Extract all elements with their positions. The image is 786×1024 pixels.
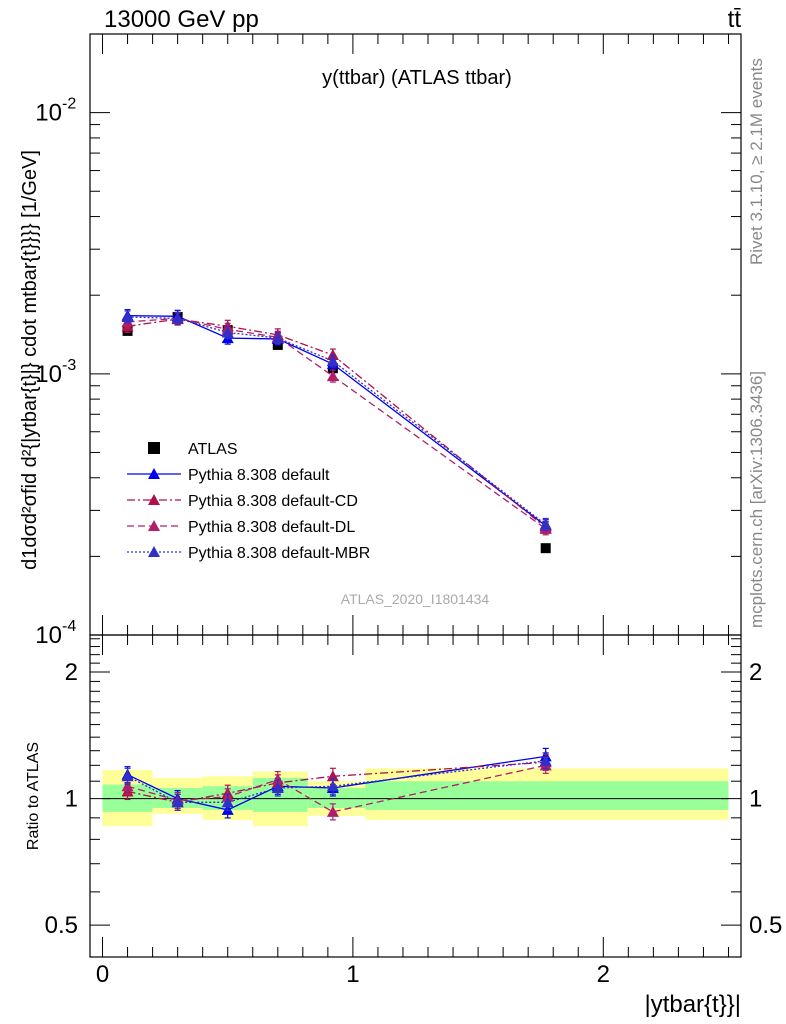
bottom-frame — [89, 634, 742, 958]
top-ytick-exp-1: -3 — [62, 357, 76, 374]
ratio-panel-series — [121, 747, 552, 821]
point-mbr-2 — [221, 326, 234, 338]
legend-marker-mbr — [148, 546, 160, 557]
ratio-line-mbr — [127, 760, 546, 803]
legend-marker-atlas — [148, 442, 160, 454]
xtick-label-2: 2 — [597, 961, 610, 988]
line-dl — [127, 317, 547, 530]
x-axis-label: |ytbar{t}}| — [644, 991, 741, 1018]
mcplots-label: mcplots.cern.ch [arXiv:1306.3436] — [747, 371, 766, 628]
point-mbr-3 — [271, 332, 284, 344]
ratio-point-dl-3 — [271, 773, 284, 785]
bot-ytick-label-l-0: 0.5 — [45, 912, 78, 939]
ratio-point-dl-0 — [121, 780, 134, 792]
line-cd — [127, 318, 547, 528]
legend-label-default: Pythia 8.308 default — [188, 467, 330, 484]
point-mbr-4 — [326, 354, 339, 366]
point-atlas-5 — [540, 543, 551, 554]
energy-label: 13000 GeV pp — [104, 6, 259, 33]
ratio-line-cd — [127, 761, 546, 803]
legend: ATLAS Pythia 8.308 default Pythia 8.308 de… — [127, 441, 370, 562]
band-inner-4 — [307, 787, 366, 808]
plot-title: y(ttbar) (ATLAS ttbar) — [322, 67, 512, 89]
legend-label-dl: Pythia 8.308 default-DL — [188, 519, 355, 536]
ratio-point-mbr-3 — [271, 781, 284, 793]
line-default — [127, 314, 547, 527]
ratio-line-dl — [127, 764, 546, 813]
legend-label-cd: Pythia 8.308 default-CD — [188, 493, 358, 510]
axes — [89, 33, 742, 958]
ratio-point-dl-4 — [326, 805, 339, 817]
bot-ytick-label-l-1: 1 — [65, 786, 78, 813]
ratio-line-default — [127, 755, 546, 811]
top-ytick-exp-0: -2 — [62, 96, 76, 113]
process-label: tt̄ — [728, 6, 742, 33]
legend-label-mbr: Pythia 8.308 default-MBR — [188, 545, 370, 562]
top-ytick-label-1: 10 — [35, 361, 62, 388]
rivet-label: Rivet 3.1.10, ≥ 2.1M events — [747, 58, 766, 265]
ratio-uncertainty-bands — [102, 768, 729, 827]
point-mbr-5 — [539, 518, 552, 530]
top-y-axis-label: d1dσd²σfid d²{|ytbar{t}|} cdot mtbar{t}}… — [19, 150, 41, 570]
top-ytick-exp-2: -4 — [62, 618, 76, 635]
ratio-y-axis-label: Ratio to ATLAS — [25, 742, 42, 850]
tick-labels: 10-210-310 -40.5 0.51 12 20 1 2 — [35, 96, 782, 988]
analysis-watermark: ATLAS_2020_I1801434 — [341, 591, 490, 607]
point-dl-4 — [326, 370, 339, 382]
xtick-label-1: 1 — [346, 961, 359, 988]
ratio-point-mbr-1 — [171, 796, 184, 808]
ratio-point-mbr-5 — [539, 754, 552, 766]
top-panel-series — [121, 309, 552, 554]
xtick-label-0: 0 — [96, 961, 109, 988]
legend-marker-cd — [148, 494, 160, 505]
band-inner-5 — [365, 781, 729, 810]
bot-ytick-label-r-2: 2 — [749, 659, 762, 686]
line-mbr — [127, 316, 547, 525]
legend-label-atlas: ATLAS — [188, 441, 238, 458]
bot-ytick-label-l-2: 2 — [65, 659, 78, 686]
legend-marker-dl — [148, 520, 160, 531]
bot-ytick-label-r-1: 1 — [749, 786, 762, 813]
ratio-point-mbr-2 — [221, 796, 234, 808]
ratio-point-mbr-0 — [121, 770, 134, 782]
point-mbr-1 — [171, 312, 184, 324]
top-ytick-label-2: 10 — [35, 622, 62, 649]
ratio-point-mbr-4 — [326, 780, 339, 792]
top-ytick-label-0: 10 — [35, 100, 62, 127]
point-mbr-0 — [121, 311, 134, 323]
bot-ytick-label-r-0: 0.5 — [749, 912, 782, 939]
legend-marker-default — [148, 468, 160, 479]
